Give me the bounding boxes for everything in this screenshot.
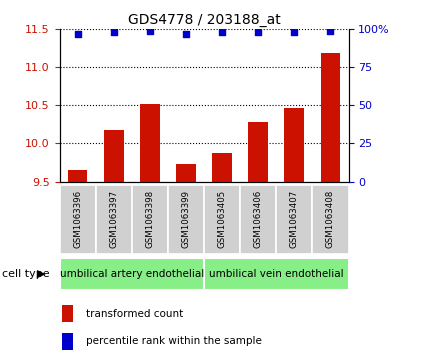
Bar [204,185,240,254]
Bar [132,185,168,254]
Text: GSM1063408: GSM1063408 [326,190,335,248]
Point [182,31,189,37]
Bar [140,104,160,182]
Bar [320,53,340,181]
Text: GSM1063399: GSM1063399 [181,190,190,248]
Point [255,29,261,35]
Text: umbilical vein endothelial: umbilical vein endothelial [209,269,343,279]
Bar [62,305,73,322]
Bar [176,164,196,182]
Bar [248,122,268,182]
Text: ▶: ▶ [37,269,46,279]
Bar [240,185,276,254]
Point [146,28,153,33]
Bar [68,170,88,182]
Bar [212,153,232,182]
Text: umbilical artery endothelial: umbilical artery endothelial [60,269,204,279]
Text: GSM1063407: GSM1063407 [290,190,299,248]
Text: GSM1063406: GSM1063406 [254,190,263,248]
Point [291,29,298,35]
Title: GDS4778 / 203188_at: GDS4778 / 203188_at [128,13,280,26]
Bar [204,258,348,290]
Bar [276,185,312,254]
Bar [60,258,204,290]
Bar [104,130,124,182]
Bar [60,185,96,254]
Bar [62,333,73,350]
Bar [168,185,204,254]
Bar [312,185,348,254]
Text: GSM1063398: GSM1063398 [145,190,154,248]
Text: GSM1063396: GSM1063396 [73,190,82,248]
Text: percentile rank within the sample: percentile rank within the sample [85,337,261,346]
Point [110,29,117,35]
Text: GSM1063405: GSM1063405 [218,190,227,248]
Point [327,28,334,33]
Point [218,29,225,35]
Bar [96,185,132,254]
Bar [284,107,304,182]
Text: GSM1063397: GSM1063397 [109,190,118,248]
Text: transformed count: transformed count [85,309,183,319]
Point [74,31,81,37]
Text: cell type: cell type [2,269,50,279]
